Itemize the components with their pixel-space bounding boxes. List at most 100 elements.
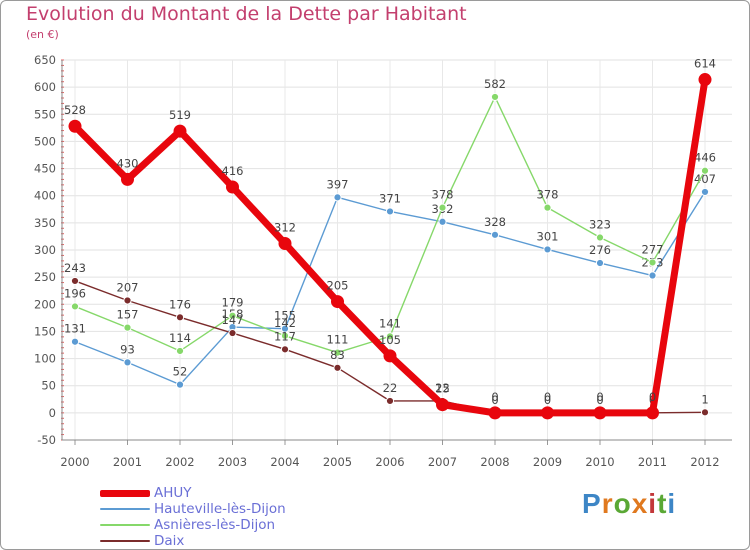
data-label: 0 bbox=[491, 393, 498, 407]
data-label: 22 bbox=[435, 381, 450, 395]
data-point bbox=[121, 172, 134, 186]
data-point bbox=[488, 406, 502, 420]
logo-letter: t bbox=[657, 488, 668, 519]
data-label: 0 bbox=[544, 390, 551, 404]
data-point bbox=[648, 271, 657, 280]
y-tick-label: 650 bbox=[34, 53, 56, 67]
data-point bbox=[280, 331, 290, 340]
data-point bbox=[175, 380, 185, 389]
logo-letter: o bbox=[613, 488, 632, 519]
data-label: 131 bbox=[64, 322, 86, 336]
data-point bbox=[700, 166, 710, 175]
data-point bbox=[385, 207, 395, 216]
data-point bbox=[333, 193, 342, 202]
legend-swatch bbox=[100, 508, 150, 510]
data-point bbox=[438, 217, 447, 226]
data-point bbox=[595, 258, 605, 268]
data-label: 0 bbox=[596, 393, 603, 407]
data-point bbox=[490, 230, 500, 239]
data-point bbox=[543, 203, 552, 212]
data-label: 1 bbox=[701, 392, 708, 406]
data-point bbox=[123, 296, 132, 305]
logo-letter: i bbox=[667, 488, 677, 519]
series-asni-res-l-s-dijon: 196 157 114 179 142 111 141 378 582 378 323 277 446 bbox=[64, 77, 716, 357]
data-label: 0 bbox=[544, 393, 551, 407]
data-point bbox=[333, 348, 342, 357]
data-label: 276 bbox=[589, 243, 611, 257]
data-label: 430 bbox=[117, 156, 139, 170]
legend-label: Daix bbox=[154, 533, 185, 549]
y-tick-label: 250 bbox=[34, 270, 56, 284]
legend-label: Asnières-lès-Dijon bbox=[154, 517, 276, 533]
x-tick-label: 2008 bbox=[480, 455, 509, 469]
data-point bbox=[385, 396, 395, 406]
data-point bbox=[383, 349, 397, 363]
x-tick-label: 2002 bbox=[165, 455, 194, 469]
data-label: 0 bbox=[649, 390, 656, 404]
data-label: 93 bbox=[120, 342, 135, 356]
data-point bbox=[700, 408, 710, 417]
data-label: 378 bbox=[537, 188, 559, 202]
data-point bbox=[595, 233, 605, 242]
legend-label: Hauteville-lès-Dijon bbox=[154, 501, 286, 517]
data-point bbox=[436, 398, 449, 412]
data-label: 243 bbox=[64, 261, 86, 275]
x-tick-label: 2010 bbox=[585, 455, 614, 469]
data-point bbox=[70, 302, 80, 311]
data-point bbox=[543, 245, 552, 254]
chart-subtitle: (en €) bbox=[26, 28, 59, 41]
data-point bbox=[70, 337, 80, 346]
data-label: 83 bbox=[330, 348, 345, 362]
legend-swatch bbox=[100, 490, 150, 497]
data-label: 196 bbox=[64, 286, 86, 300]
data-point bbox=[541, 406, 554, 420]
proxiti-logo: Proxiti bbox=[582, 488, 676, 520]
data-point bbox=[278, 236, 292, 250]
x-tick-label: 2006 bbox=[375, 455, 404, 469]
data-point bbox=[698, 73, 712, 87]
legend-swatch bbox=[100, 524, 150, 526]
data-label: 371 bbox=[379, 191, 401, 205]
data-label: 117 bbox=[274, 329, 296, 343]
data-point bbox=[648, 258, 657, 267]
data-point bbox=[490, 92, 500, 102]
logo-letter: r bbox=[601, 488, 614, 519]
data-point bbox=[333, 363, 342, 372]
data-label: 205 bbox=[327, 279, 349, 293]
data-label: 15 bbox=[435, 382, 450, 396]
data-label: 22 bbox=[383, 381, 398, 395]
y-tick-label: 450 bbox=[34, 162, 56, 176]
series-hauteville-l-s-dijon: 1319352158155397371352328301276253407 bbox=[64, 172, 716, 389]
legend-label: AHUY bbox=[154, 485, 192, 501]
data-label: 155 bbox=[274, 309, 296, 323]
data-label: 301 bbox=[537, 229, 559, 243]
y-tick-label: 100 bbox=[34, 352, 56, 366]
data-label: 179 bbox=[222, 296, 244, 310]
y-tick-label: 550 bbox=[34, 107, 56, 121]
data-point bbox=[123, 358, 132, 367]
data-label: 142 bbox=[274, 316, 296, 330]
data-label: 141 bbox=[379, 316, 401, 330]
logo-letter: i bbox=[648, 488, 658, 519]
data-label: 105 bbox=[379, 333, 401, 347]
data-label: 519 bbox=[169, 108, 191, 122]
legend-swatch bbox=[100, 540, 150, 542]
data-label: 52 bbox=[173, 365, 188, 379]
data-point bbox=[70, 276, 80, 286]
y-tick-label: 400 bbox=[34, 189, 56, 203]
y-tick-label: 200 bbox=[34, 297, 56, 311]
data-label: 407 bbox=[694, 172, 716, 186]
data-point bbox=[593, 406, 607, 420]
data-label: 328 bbox=[484, 215, 506, 229]
logo-letter: x bbox=[631, 488, 649, 519]
series-ahuy: 528 430 519 416 312 205 105 15 0 0 0 0 614 bbox=[64, 57, 716, 420]
data-point bbox=[438, 203, 447, 212]
data-label: 157 bbox=[117, 308, 139, 322]
x-tick-label: 2000 bbox=[60, 455, 89, 469]
data-label: 323 bbox=[589, 218, 611, 232]
data-point bbox=[173, 124, 187, 138]
data-label: 277 bbox=[642, 242, 664, 256]
data-point bbox=[175, 313, 185, 322]
